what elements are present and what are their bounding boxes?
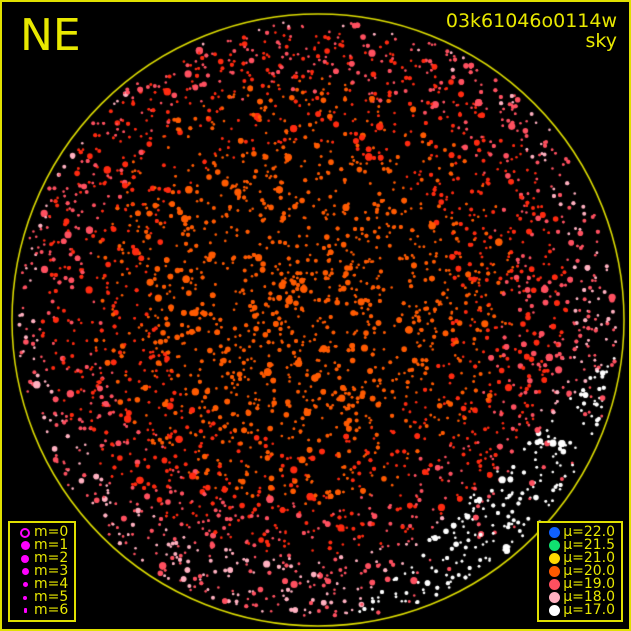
legend-label: μ=18.0 [563, 589, 615, 605]
ring-icon [16, 527, 34, 538]
dot-icon [16, 541, 34, 550]
magnitude-legend-item: m=6 [16, 602, 69, 618]
legend-label: m=6 [34, 602, 69, 618]
sky-brightness-legend-item: μ=21.5 [545, 537, 615, 553]
legend-label: m=4 [34, 576, 69, 592]
magnitude-legend-item: m=4 [16, 576, 69, 592]
sky-brightness-legend-item: μ=19.0 [545, 576, 615, 592]
sky-brightness-legend-item: μ=17.0 [545, 602, 615, 618]
image-type: sky [585, 29, 617, 52]
magnitude-legend: m=0 m=1 m=2 m=3 m=4 m=5 m=6 [8, 521, 77, 622]
dot-icon [16, 595, 34, 600]
color-dot-icon [545, 592, 563, 603]
legend-label: μ=17.0 [563, 602, 615, 618]
sky-brightness-legend-item: μ=21.0 [545, 550, 615, 566]
sky-brightness-legend-item: μ=18.0 [545, 589, 615, 605]
dot-icon [16, 568, 34, 575]
dot-icon [16, 582, 34, 587]
magnitude-legend-item: m=0 [16, 524, 69, 540]
dot-icon [16, 554, 34, 563]
legend-label: m=1 [34, 537, 69, 553]
legend-label: μ=21.5 [563, 537, 615, 553]
direction-label: NE [20, 10, 81, 61]
color-dot-icon [545, 605, 563, 616]
dot-icon [16, 608, 34, 613]
legend-label: m=3 [34, 563, 69, 579]
legend-label: m=5 [34, 589, 69, 605]
color-dot-icon [545, 527, 563, 538]
legend-label: μ=19.0 [563, 576, 615, 592]
color-dot-icon [545, 579, 563, 590]
frame-id: 03k61046o0114w [445, 10, 617, 32]
legend-label: m=0 [34, 524, 69, 540]
magnitude-legend-item: m=5 [16, 589, 69, 605]
legend-label: μ=21.0 [563, 550, 615, 566]
magnitude-legend-item: m=2 [16, 550, 69, 566]
legend-label: μ=20.0 [563, 563, 615, 579]
legend-label: μ=22.0 [563, 524, 615, 540]
sky-brightness-legend: μ=22.0 μ=21.5 μ=21.0 μ=20.0 μ=19.0 μ=18.0 μ=17… [537, 521, 623, 622]
frame-info: 03k61046o0114w sky [445, 10, 617, 52]
color-dot-icon [545, 540, 563, 551]
legend-label: m=2 [34, 550, 69, 566]
sky-brightness-legend-item: μ=22.0 [545, 524, 615, 540]
color-dot-icon [545, 553, 563, 564]
color-dot-icon [545, 566, 563, 577]
magnitude-legend-item: m=3 [16, 563, 69, 579]
sky-brightness-legend-item: μ=20.0 [545, 563, 615, 579]
magnitude-legend-item: m=1 [16, 537, 69, 553]
